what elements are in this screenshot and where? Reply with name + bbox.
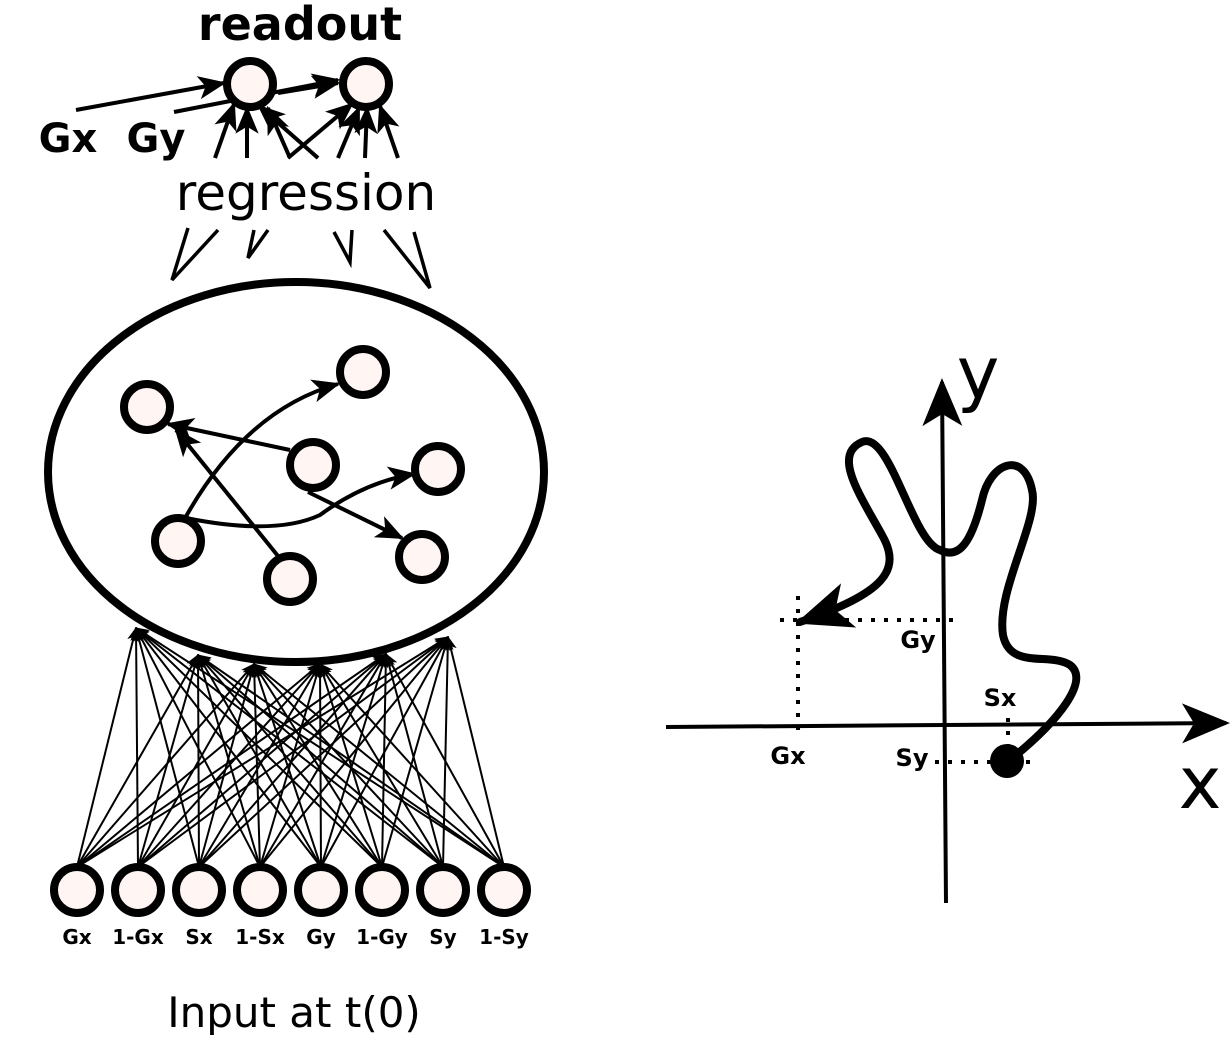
regression-funnel-strokes xyxy=(170,227,432,290)
input-to-reservoir-arrow xyxy=(137,653,201,868)
input-to-reservoir-arrow xyxy=(197,653,322,868)
input-to-reservoir-arrow xyxy=(252,662,322,868)
goal-y-label: Gy xyxy=(900,626,936,654)
input-node xyxy=(416,863,470,917)
goal-x-label: Gx xyxy=(770,742,806,770)
input-node-label: 1-Sx xyxy=(235,925,285,949)
reservoir-neuron xyxy=(151,514,205,568)
input-to-reservoir-arrow xyxy=(135,627,322,868)
input-to-reservoir-arrow xyxy=(76,626,139,868)
input-to-reservoir-arrow xyxy=(259,652,387,868)
input-to-reservoir-arrow xyxy=(197,654,505,868)
input-to-reservoir-arrow xyxy=(259,662,322,868)
readout-link-arrow xyxy=(277,75,341,99)
input-node-label: Sy xyxy=(429,925,456,949)
reservoir-arrow xyxy=(185,466,417,529)
trajectory-path xyxy=(795,437,1081,764)
input-to-reservoir-arrow xyxy=(259,636,449,868)
regression-arrow xyxy=(213,101,237,159)
input-node-label: Gy xyxy=(306,925,335,949)
input-to-reservoir-arrow xyxy=(198,662,321,868)
input-node xyxy=(233,863,287,917)
input-to-reservoir-arrow xyxy=(318,662,383,868)
y-axis-label: y xyxy=(957,331,1000,415)
input-to-reservoir-arrow xyxy=(314,662,326,868)
x-axis-label: x xyxy=(1179,741,1222,825)
input-to-reservoir-arrow xyxy=(319,663,444,868)
reservoir-ellipse xyxy=(44,278,548,666)
input-to-reservoir-arrow xyxy=(137,663,321,868)
input-to-reservoir-arrow xyxy=(192,653,204,868)
input-to-reservoir-arrow xyxy=(133,626,200,868)
input-to-reservoir-arrow xyxy=(253,663,505,868)
regression-arrow xyxy=(354,105,378,159)
input-node xyxy=(172,863,226,917)
input-to-reservoir-arrow xyxy=(196,653,261,868)
start-point xyxy=(990,744,1024,778)
input-to-reservoir-arrow xyxy=(197,654,383,868)
input-to-reservoir-arrow xyxy=(130,626,142,868)
readout-node-x xyxy=(223,57,277,111)
reservoir-neuron xyxy=(286,438,340,492)
input-to-reservoir-arrow xyxy=(135,627,383,868)
regression-arrow xyxy=(266,105,292,159)
input-to-reservoir-arrow xyxy=(385,652,505,868)
input-to-reservoir-arrow xyxy=(135,627,505,868)
input-node xyxy=(477,863,531,917)
input-node-label: 1-Gy xyxy=(356,925,408,949)
reservoir-arrow xyxy=(182,379,341,521)
reservoir-neuron xyxy=(263,552,317,606)
reservoir-arrow xyxy=(165,417,291,452)
input-node xyxy=(50,863,104,917)
input-to-reservoir-arrow xyxy=(319,663,505,868)
reservoir-neuron xyxy=(120,380,174,434)
reservoir-neuron xyxy=(336,345,390,399)
input-to-reservoir-arrow xyxy=(135,626,261,868)
reservoir-arrow xyxy=(307,490,405,540)
start-x-label: Sx xyxy=(984,684,1017,712)
reservoir-neuron xyxy=(395,530,449,584)
input-to-reservoir-arrow xyxy=(441,635,454,868)
start-y-label: Sy xyxy=(896,744,929,772)
input-to-reservoir-arrow xyxy=(197,654,444,868)
regression-label: regression xyxy=(176,164,436,222)
input-to-reservoir-arrow xyxy=(320,652,388,868)
input-layer: Gx 1-Gx Sx 1-Sx Gy 1-Gy Sy 1-Sy xyxy=(50,863,531,949)
input-caption: Input at t(0) xyxy=(167,988,421,1035)
plot-axes xyxy=(665,378,1230,904)
input-to-reservoir-arrow xyxy=(135,627,444,868)
reservoir-arrow xyxy=(174,428,280,558)
input-to-reservoir-arrow xyxy=(445,635,505,868)
input-connections xyxy=(76,626,505,868)
input-node-label: Sx xyxy=(185,925,212,949)
projection-lines xyxy=(780,596,1030,764)
input-node xyxy=(111,863,165,917)
input-node xyxy=(294,863,348,917)
input-to-reservoir-arrow xyxy=(248,662,261,868)
regression-arrow xyxy=(377,103,400,159)
readout-title: readout xyxy=(198,0,402,51)
y-axis xyxy=(922,378,963,904)
readout-node-y xyxy=(339,57,393,111)
input-node-label: Gx xyxy=(62,925,91,949)
readout-input-gx-label: Gx xyxy=(39,116,98,162)
readout-input-gy-label: Gy xyxy=(127,116,186,162)
input-node xyxy=(355,863,409,917)
readout-connections xyxy=(75,73,400,160)
input-to-reservoir-arrow xyxy=(379,652,392,868)
reservoir-connections xyxy=(165,379,417,558)
input-to-reservoir-arrow xyxy=(383,652,444,868)
reservoir-neuron xyxy=(411,442,465,496)
gx-to-readout-arrow xyxy=(75,76,227,112)
input-node-label: 1-Gx xyxy=(112,925,164,949)
input-to-reservoir-arrow xyxy=(253,663,383,868)
input-node-label: 1-Sy xyxy=(479,925,529,949)
